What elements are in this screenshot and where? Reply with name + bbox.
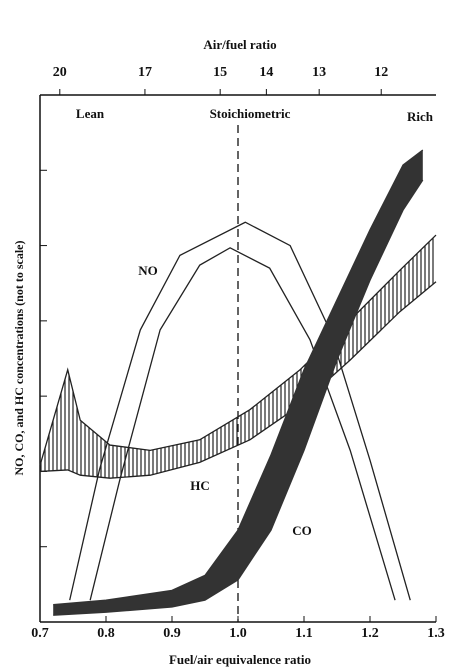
top-tick-label: 14 xyxy=(259,65,273,80)
x-tick-label: 0.9 xyxy=(163,626,181,641)
no-curve xyxy=(89,247,396,601)
band-upper xyxy=(53,149,424,606)
top-tick-label: 12 xyxy=(374,65,388,80)
top-axis-title: Air/fuel ratio xyxy=(203,37,276,52)
x-tick-label: 1.2 xyxy=(361,626,379,641)
band-lower xyxy=(39,281,437,479)
y-axis-title: NO, CO, and HC concentrations (not to sc… xyxy=(12,241,26,476)
top-tick-label: 15 xyxy=(213,65,227,80)
no-curve xyxy=(69,221,411,601)
series-label: HC xyxy=(190,478,210,493)
x-axis-title: Fuel/air equivalence ratio xyxy=(169,652,311,667)
top-tick-label: 20 xyxy=(53,65,67,80)
region-label: Lean xyxy=(76,106,105,121)
x-tick-label: 0.7 xyxy=(31,626,49,641)
band-upper xyxy=(39,234,437,466)
region-label: Stoichiometric xyxy=(210,106,291,121)
top-tick-label: 17 xyxy=(138,65,152,80)
band-lower xyxy=(53,179,424,616)
x-tick-label: 1.0 xyxy=(229,626,247,641)
series-label: CO xyxy=(292,523,312,538)
series-label: NO xyxy=(138,263,158,278)
region-label: Rich xyxy=(407,109,434,124)
x-tick-label: 1.1 xyxy=(295,626,313,641)
band-area xyxy=(40,235,436,479)
x-tick-label: 0.8 xyxy=(97,626,115,641)
top-tick-label: 13 xyxy=(312,65,326,80)
x-tick-label: 1.3 xyxy=(427,626,445,641)
